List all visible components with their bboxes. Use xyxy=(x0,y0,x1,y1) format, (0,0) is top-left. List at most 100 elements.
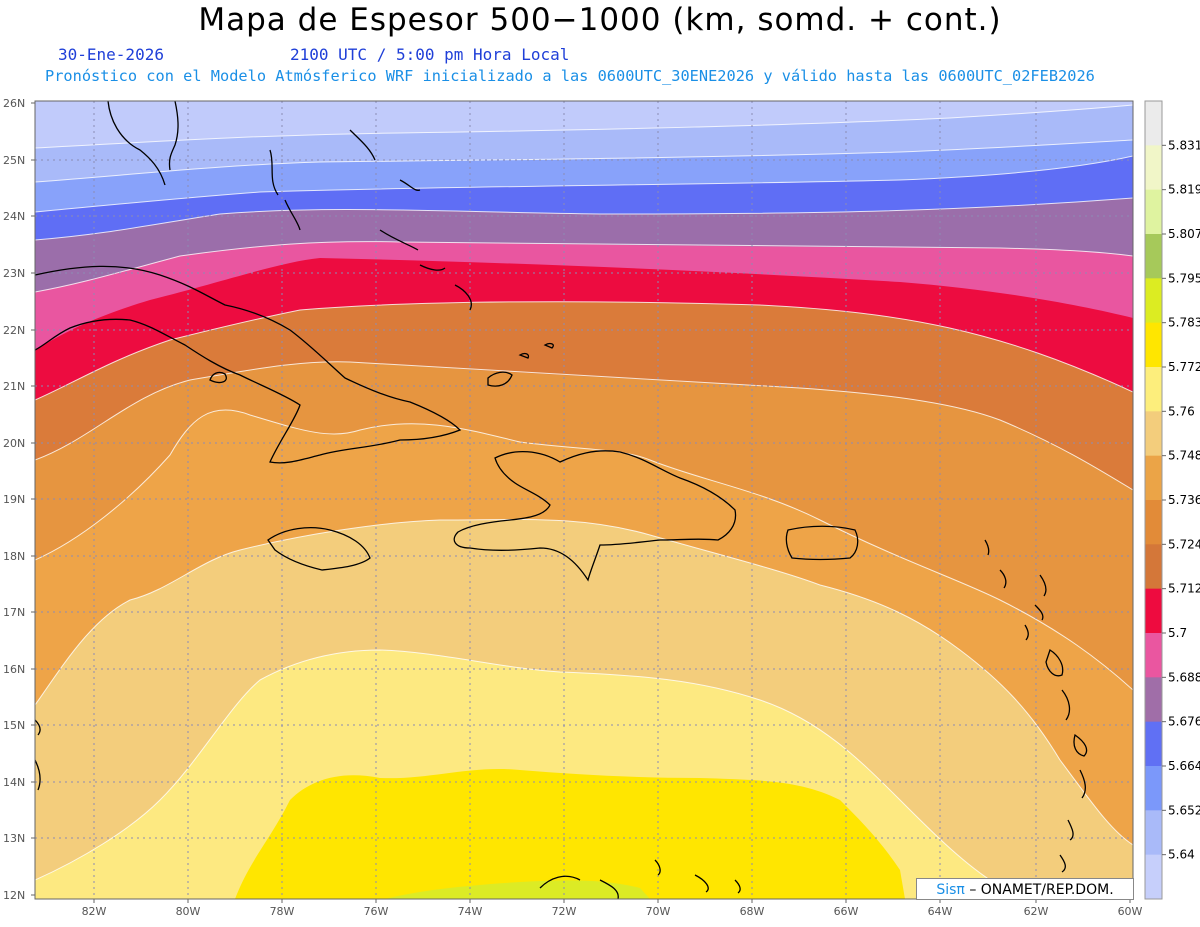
lon-tick-labels: 82W 80W 78W 76W 74W 72W 70W 68W 66W 64W 62W 60W xyxy=(82,899,1143,918)
contour-line xyxy=(35,649,991,881)
colorbar-label: 5.7 xyxy=(1168,626,1187,640)
lon-label: 68W xyxy=(740,905,765,918)
contour-line xyxy=(35,409,1133,691)
lon-label: 76W xyxy=(364,905,389,918)
plot-frame xyxy=(34,100,1134,900)
contour-line xyxy=(35,139,1133,183)
jamaica-coast xyxy=(267,527,371,571)
lat-label: 16N xyxy=(3,663,25,676)
florida-coast xyxy=(107,101,179,186)
lat-label: 20N xyxy=(3,437,25,450)
lat-label: 12N xyxy=(3,889,25,902)
colorbar-label: 5.724 xyxy=(1168,537,1200,551)
colorbar-swatch xyxy=(1145,367,1162,412)
filled-contours xyxy=(35,101,1133,899)
brand-text: Sisπ xyxy=(936,882,965,898)
hispaniola-coast xyxy=(453,450,737,582)
lat-tick-labels: 26N 25N 24N 23N 22N 21N 20N 19N 18N 17N 16N 15N 14N 1… xyxy=(3,97,35,902)
colorbar-swatch xyxy=(1145,810,1162,856)
lat-label: 17N xyxy=(3,606,25,619)
cuba-coast xyxy=(35,265,462,464)
colorbar-label: 5.783 xyxy=(1168,316,1200,330)
lon-label: 66W xyxy=(834,905,859,918)
lesser-antilles xyxy=(984,539,1088,873)
lat-label: 21N xyxy=(3,380,25,393)
lon-label: 82W xyxy=(82,905,107,918)
turks-islands xyxy=(487,342,554,387)
band-13 xyxy=(385,880,650,899)
lon-label: 74W xyxy=(458,905,483,918)
colorbar-swatch xyxy=(1145,677,1162,723)
date-text: 30-Ene-2026 xyxy=(58,45,164,64)
lat-label: 22N xyxy=(3,324,25,337)
colorbar-label: 5.676 xyxy=(1168,715,1200,729)
colorbar-label: 5.819 xyxy=(1168,183,1200,197)
contour-line xyxy=(35,197,1133,241)
lat-lon-grid xyxy=(35,101,1133,899)
lat-label: 24N xyxy=(3,210,25,223)
colorbar-swatch xyxy=(1145,721,1162,767)
colorbar-swatch xyxy=(1145,145,1162,191)
colorbar-label: 5.795 xyxy=(1168,271,1200,285)
colorbar: 5.831 5.819 5.807 5.795 5.783 5.772 5.76 5.748 5… xyxy=(1144,100,1200,900)
isla-juventud xyxy=(209,371,227,384)
colorbar-label: 5.76 xyxy=(1168,404,1195,418)
contour-line xyxy=(35,241,1133,293)
colorbar-swatch xyxy=(1145,189,1162,235)
model-info: Pronóstico con el Modelo Atmósferico WRF… xyxy=(45,67,1095,85)
lon-label: 60W xyxy=(1118,905,1143,918)
colorbar-label: 5.64 xyxy=(1168,848,1195,862)
org-text: – ONAMET/REP.DOM. xyxy=(969,882,1114,898)
lon-label: 72W xyxy=(552,905,577,918)
band-12 xyxy=(235,768,905,899)
colorbar-swatch xyxy=(1145,278,1162,324)
lat-label: 14N xyxy=(3,776,25,789)
forecast-date: 30-Ene-2026 2100 UTC / 5:00 pm Hora Local xyxy=(58,45,569,64)
lat-label: 18N xyxy=(3,550,25,563)
colorbar-label: 5.748 xyxy=(1168,449,1200,463)
lon-label: 78W xyxy=(270,905,295,918)
colorbar-label: 5.772 xyxy=(1168,360,1200,374)
colorbar-label: 5.688 xyxy=(1168,670,1200,684)
bahamas-islands xyxy=(269,129,472,311)
lon-label: 64W xyxy=(928,905,953,918)
lon-label: 70W xyxy=(646,905,671,918)
colorbar-swatch xyxy=(1145,234,1162,279)
colorbar-swatch xyxy=(1145,322,1162,368)
lon-label: 80W xyxy=(176,905,201,918)
credit-box: Sisπ – ONAMET/REP.DOM. xyxy=(916,878,1134,900)
colorbar-swatch xyxy=(1145,854,1162,900)
colorbar-label: 5.807 xyxy=(1168,227,1200,241)
colorbar-label: 5.652 xyxy=(1168,803,1200,817)
colorbar-label: 5.736 xyxy=(1168,493,1200,507)
colorbar-swatch xyxy=(1145,411,1162,457)
colorbar-swatch xyxy=(1145,588,1162,634)
contour-line xyxy=(35,518,1133,846)
lat-label: 23N xyxy=(3,267,25,280)
colorbar-swatch xyxy=(1145,500,1162,545)
central-america-coast xyxy=(35,719,41,791)
valid-time: 2100 UTC / 5:00 pm Hora Local xyxy=(290,45,570,64)
contour-line xyxy=(35,301,1133,401)
lat-label: 19N xyxy=(3,493,25,506)
colorbar-swatch xyxy=(1145,101,1162,146)
colorbar-label: 5.712 xyxy=(1168,582,1200,596)
contour-line xyxy=(35,155,1133,213)
colorbar-label: 5.664 xyxy=(1168,759,1200,773)
lon-label: 62W xyxy=(1024,905,1049,918)
abc-islands xyxy=(539,859,741,899)
lat-label: 26N xyxy=(3,97,25,110)
colorbar-swatch xyxy=(1145,455,1162,501)
colorbar-label: 5.831 xyxy=(1168,138,1200,152)
coastlines xyxy=(35,101,1088,899)
colorbar-swatch xyxy=(1145,633,1162,678)
lat-label: 25N xyxy=(3,154,25,167)
colorbar-swatch xyxy=(1145,766,1162,811)
colorbar-swatch xyxy=(1145,544,1162,590)
puerto-rico-coast xyxy=(785,525,859,561)
contour-line xyxy=(35,104,1133,149)
lat-label: 15N xyxy=(3,719,25,732)
lat-label: 13N xyxy=(3,832,25,845)
map-title: Mapa de Espesor 500−1000 (km, somd. + co… xyxy=(198,2,1002,38)
